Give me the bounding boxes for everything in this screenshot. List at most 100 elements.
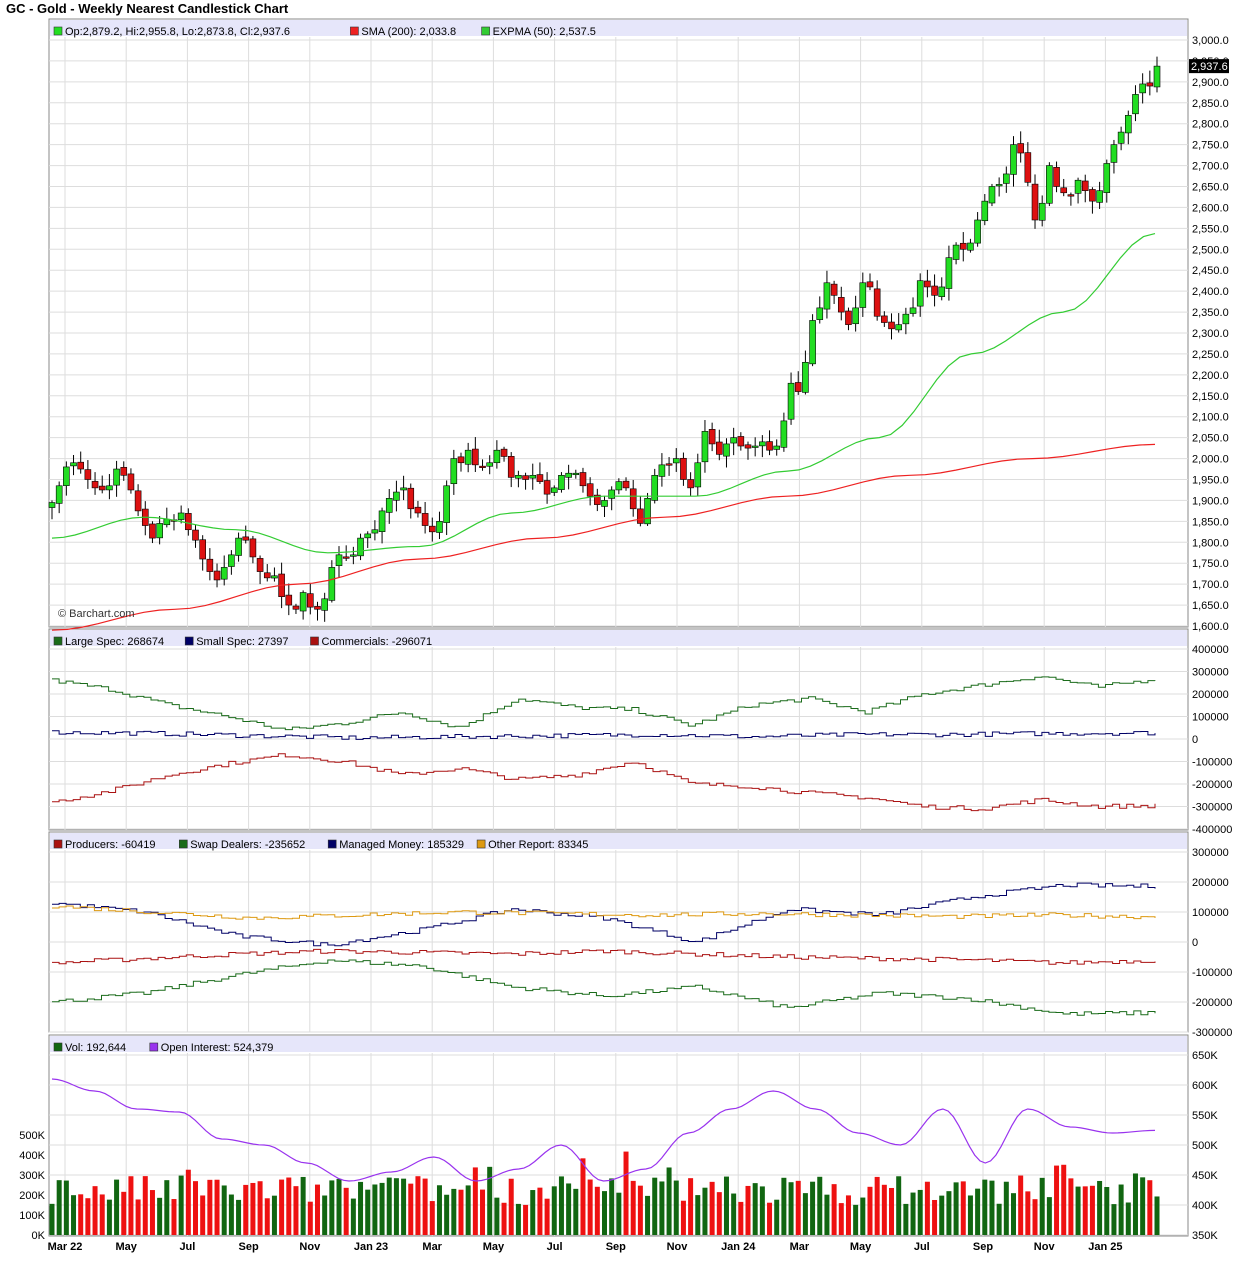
volume-bar bbox=[673, 1180, 679, 1235]
candle-body bbox=[773, 445, 781, 450]
candle-body bbox=[823, 282, 831, 310]
volume-bar bbox=[465, 1185, 471, 1235]
volume-bar bbox=[271, 1195, 277, 1235]
candle-body bbox=[77, 461, 85, 470]
volume-bar bbox=[480, 1189, 486, 1235]
volume-bar bbox=[917, 1189, 923, 1235]
candle-body bbox=[651, 475, 659, 501]
legend-label-prod: Producers: -60419 bbox=[65, 839, 156, 851]
volume-bar bbox=[372, 1184, 378, 1235]
volume-bar bbox=[838, 1203, 844, 1235]
candle-body bbox=[687, 479, 694, 489]
volume-bar bbox=[71, 1195, 77, 1235]
volume-bar bbox=[200, 1195, 206, 1235]
candle-body bbox=[1110, 144, 1118, 163]
candle-body bbox=[558, 475, 565, 490]
volume-bar bbox=[458, 1189, 464, 1235]
candle-body bbox=[48, 502, 56, 508]
volume-bar bbox=[695, 1195, 701, 1235]
volume-bar bbox=[774, 1199, 780, 1235]
candle-body bbox=[479, 465, 486, 468]
candle-body bbox=[543, 480, 551, 495]
volume-bar bbox=[716, 1192, 722, 1235]
candle-body bbox=[586, 483, 594, 497]
candle-body bbox=[342, 556, 350, 559]
candle-body bbox=[1017, 143, 1024, 154]
volume-bar bbox=[135, 1199, 141, 1235]
volume-bar bbox=[896, 1176, 902, 1235]
price-tick-label: 1,800.0 bbox=[1192, 537, 1229, 549]
candle-body bbox=[149, 523, 156, 539]
volume-bar bbox=[185, 1169, 191, 1235]
volume-bar bbox=[845, 1195, 851, 1235]
candle-body bbox=[866, 281, 874, 288]
candle-body bbox=[1124, 115, 1132, 134]
candle-body bbox=[378, 510, 386, 532]
price-tick-label: 2,250.0 bbox=[1192, 349, 1229, 361]
volume-bar bbox=[537, 1187, 543, 1235]
volume-bar bbox=[286, 1177, 292, 1235]
vol-tick-label: 100K bbox=[19, 1210, 45, 1222]
candle-body bbox=[106, 485, 113, 491]
oi-tick-label: 400K bbox=[1192, 1200, 1218, 1212]
candle-body bbox=[637, 508, 644, 524]
candle-body bbox=[307, 593, 314, 608]
candle-body bbox=[1053, 167, 1060, 187]
candle-body bbox=[1103, 163, 1111, 193]
volume-bar bbox=[975, 1188, 981, 1235]
volume-bar bbox=[759, 1186, 765, 1235]
volume-bar bbox=[494, 1197, 500, 1235]
candle-body bbox=[852, 307, 859, 325]
price-tick-label: 1,750.0 bbox=[1192, 558, 1229, 570]
volume-bar bbox=[587, 1179, 593, 1235]
candle-body bbox=[98, 485, 106, 491]
candle-body bbox=[708, 429, 716, 445]
volume-bar bbox=[1061, 1164, 1067, 1235]
candle-body bbox=[228, 554, 235, 567]
volume-bar bbox=[114, 1179, 120, 1235]
candle-body bbox=[177, 512, 185, 520]
volume-bar bbox=[92, 1186, 98, 1235]
volume-bar bbox=[1046, 1197, 1052, 1235]
cot2-tick-label: 200000 bbox=[1192, 877, 1229, 889]
candle-body bbox=[895, 324, 902, 331]
volume-bar bbox=[436, 1185, 442, 1235]
volume-bar bbox=[910, 1192, 916, 1235]
candle-body bbox=[995, 184, 1003, 187]
candle-body bbox=[256, 558, 264, 572]
legend-label-vol: Vol: 192,644 bbox=[65, 1042, 126, 1054]
candle-body bbox=[665, 463, 673, 466]
price-tick-label: 1,950.0 bbox=[1192, 475, 1229, 487]
candle-body bbox=[1153, 65, 1161, 88]
volume-bar bbox=[551, 1186, 557, 1235]
x-tick-label: Nov bbox=[667, 1241, 689, 1253]
candle-body bbox=[1003, 173, 1010, 184]
candle-body bbox=[608, 489, 615, 499]
x-tick-label: Jul bbox=[914, 1241, 930, 1253]
price-tick-label: 2,350.0 bbox=[1192, 307, 1229, 319]
price-tick-label: 2,050.0 bbox=[1192, 433, 1229, 445]
legend-swatch-mm bbox=[327, 839, 337, 849]
volume-bar bbox=[429, 1201, 435, 1235]
volume-bar bbox=[1132, 1173, 1138, 1235]
candle-body bbox=[536, 474, 544, 482]
volume-bar bbox=[1082, 1186, 1088, 1235]
candle-body bbox=[1081, 180, 1089, 191]
volume-bar bbox=[257, 1181, 263, 1235]
panel-legend-bg-price bbox=[50, 20, 1187, 36]
volume-bar bbox=[1039, 1177, 1045, 1235]
volume-bar bbox=[831, 1184, 837, 1235]
candle-body bbox=[916, 280, 924, 307]
price-tick-label: 1,700.0 bbox=[1192, 579, 1229, 591]
candle-body bbox=[1024, 152, 1032, 183]
volume-bar bbox=[314, 1184, 320, 1235]
legend-label-large: Large Spec: 268674 bbox=[65, 636, 164, 648]
legend-swatch-oi bbox=[149, 1042, 159, 1052]
candle-body bbox=[988, 186, 996, 204]
candle-body bbox=[1031, 183, 1039, 221]
legend-swatch-comm bbox=[310, 636, 319, 646]
price-tick-label: 2,650.0 bbox=[1192, 182, 1229, 194]
price-tick-label: 1,600.0 bbox=[1192, 621, 1229, 633]
volume-bar bbox=[652, 1177, 658, 1235]
